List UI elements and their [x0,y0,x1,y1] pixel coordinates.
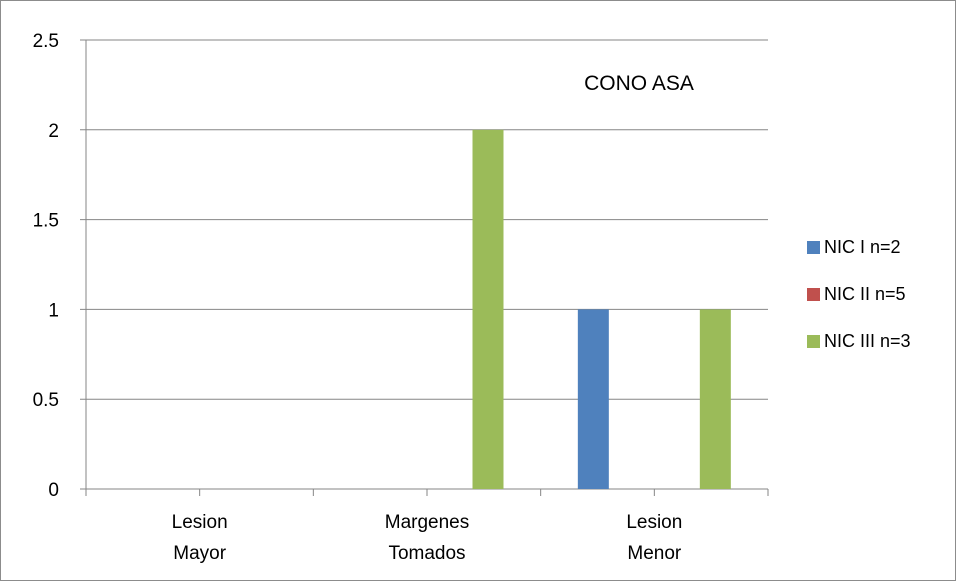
legend-swatch [807,288,820,301]
y-tick-labels: 0 0.5 1 1.5 2 2.5 [33,31,59,501]
y-tick-label: 1.5 [33,211,59,232]
x-category-label: Lesion Menor [626,512,682,564]
x-category-labels: Lesion Mayor Margenes Tomados Lesion Menor [172,512,683,564]
bars [472,129,731,490]
y-tick-label: 0.5 [33,390,59,411]
legend-swatch [807,335,820,348]
y-tick-label: 1 [48,300,59,321]
y-tick-label: 2.5 [33,31,59,52]
bar [699,309,731,489]
legend-label: NIC II n=5 [824,284,906,304]
axes [80,40,769,496]
bar [472,129,504,490]
y-tick-label: 0 [48,480,59,501]
legend-swatch [807,241,820,254]
y-tick-label: 2 [48,121,59,142]
x-category-label: Margenes Tomados [385,512,470,564]
legend-label: NIC III n=3 [824,331,911,351]
gridlines [80,39,768,400]
legend: NIC I n=2 NIC II n=5 NIC III n=3 [807,237,911,351]
chart-title: CONO ASA [584,72,694,95]
legend-label: NIC I n=2 [824,237,901,257]
bar [577,309,609,489]
x-category-label: Lesion Mayor [172,512,228,564]
